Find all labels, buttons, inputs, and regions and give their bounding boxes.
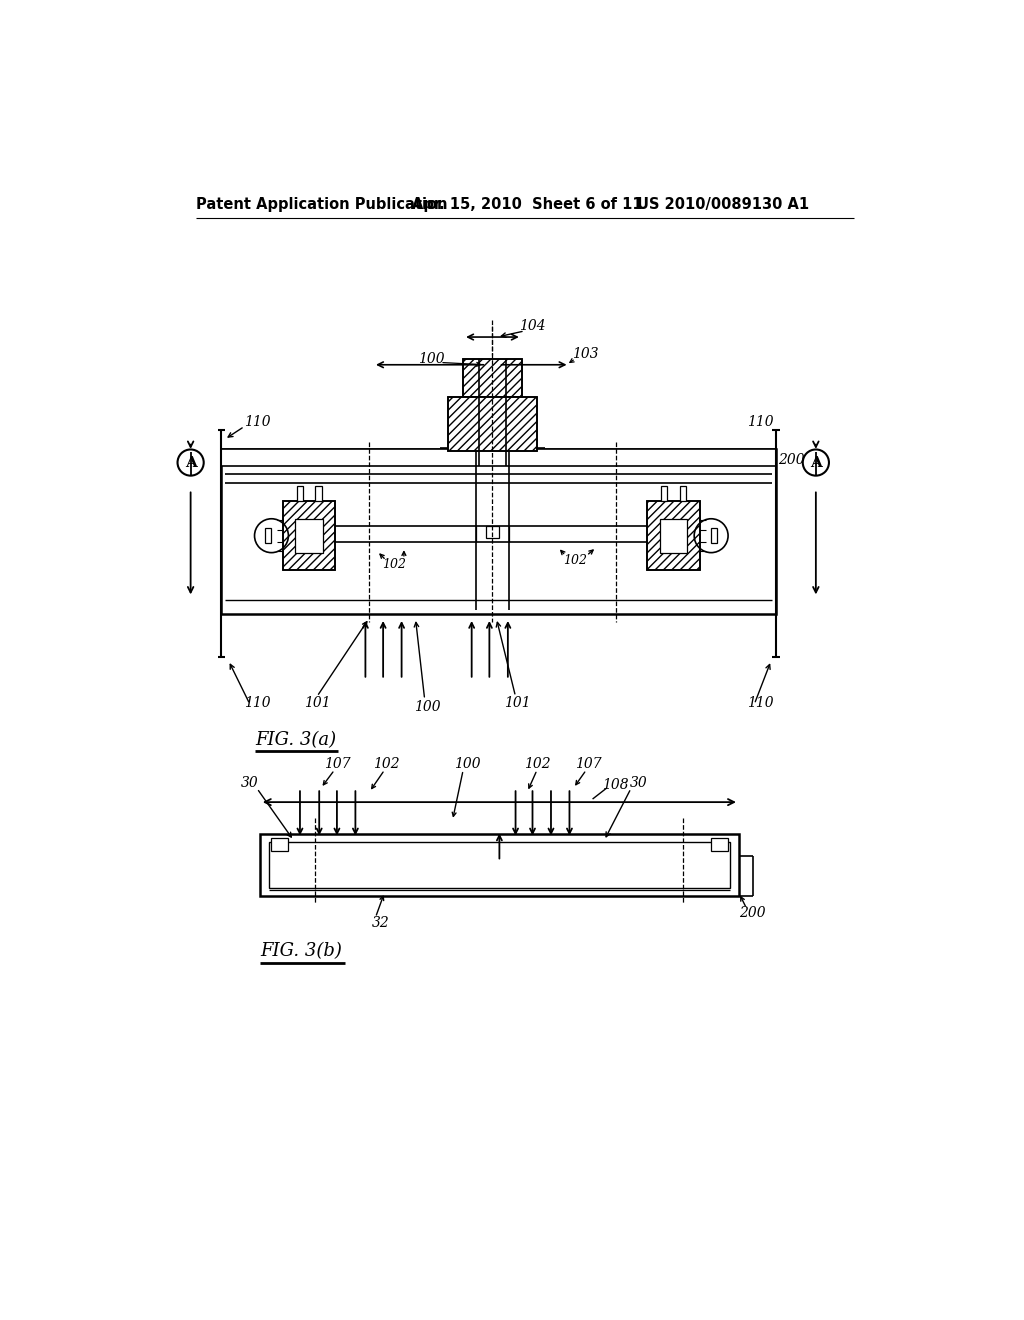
Text: 107: 107: [324, 756, 350, 771]
Text: 110: 110: [245, 696, 271, 710]
Text: 102: 102: [382, 558, 406, 572]
Bar: [315, 486, 322, 502]
Text: 110: 110: [245, 414, 271, 429]
Bar: [265, 528, 271, 544]
Text: FIG. 3(b): FIG. 3(b): [260, 942, 342, 961]
Text: A: A: [184, 455, 197, 470]
Bar: [260, 834, 739, 896]
Bar: [270, 838, 288, 850]
Text: 110: 110: [746, 414, 773, 429]
Text: Patent Application Publication: Patent Application Publication: [196, 197, 447, 213]
Bar: [647, 502, 699, 570]
Text: 200: 200: [778, 453, 805, 467]
Text: FIG. 3(a): FIG. 3(a): [255, 731, 337, 748]
Text: 32: 32: [372, 916, 390, 931]
Text: 30: 30: [241, 776, 259, 789]
Bar: [711, 838, 728, 850]
Bar: [463, 359, 521, 397]
Bar: [283, 502, 336, 570]
Bar: [297, 486, 303, 502]
Text: 110: 110: [746, 696, 773, 710]
Bar: [647, 502, 699, 570]
Bar: [662, 486, 668, 502]
Text: 104: 104: [519, 319, 546, 333]
Bar: [659, 519, 687, 553]
Text: A: A: [810, 455, 822, 470]
Text: 102: 102: [563, 554, 588, 566]
Text: Apr. 15, 2010  Sheet 6 of 11: Apr. 15, 2010 Sheet 6 of 11: [412, 197, 642, 213]
Text: 100: 100: [414, 700, 440, 714]
Bar: [486, 525, 499, 539]
Bar: [221, 449, 776, 614]
Text: 30: 30: [630, 776, 647, 789]
Text: 103: 103: [571, 347, 598, 360]
Bar: [295, 519, 323, 553]
Bar: [711, 528, 717, 544]
Bar: [283, 502, 336, 570]
Text: 102: 102: [524, 756, 551, 771]
Text: 100: 100: [418, 351, 444, 366]
Bar: [463, 359, 521, 397]
Bar: [447, 397, 538, 451]
Bar: [680, 486, 686, 502]
Text: 108: 108: [602, 779, 629, 792]
Text: 101: 101: [504, 696, 530, 710]
Bar: [269, 842, 730, 888]
Text: 100: 100: [455, 756, 481, 771]
Text: 107: 107: [575, 756, 602, 771]
Bar: [447, 397, 538, 451]
Bar: [221, 449, 776, 466]
Text: 102: 102: [373, 756, 399, 771]
Text: 200: 200: [739, 906, 766, 920]
Text: 101: 101: [303, 696, 330, 710]
Text: US 2010/0089130 A1: US 2010/0089130 A1: [637, 197, 809, 213]
